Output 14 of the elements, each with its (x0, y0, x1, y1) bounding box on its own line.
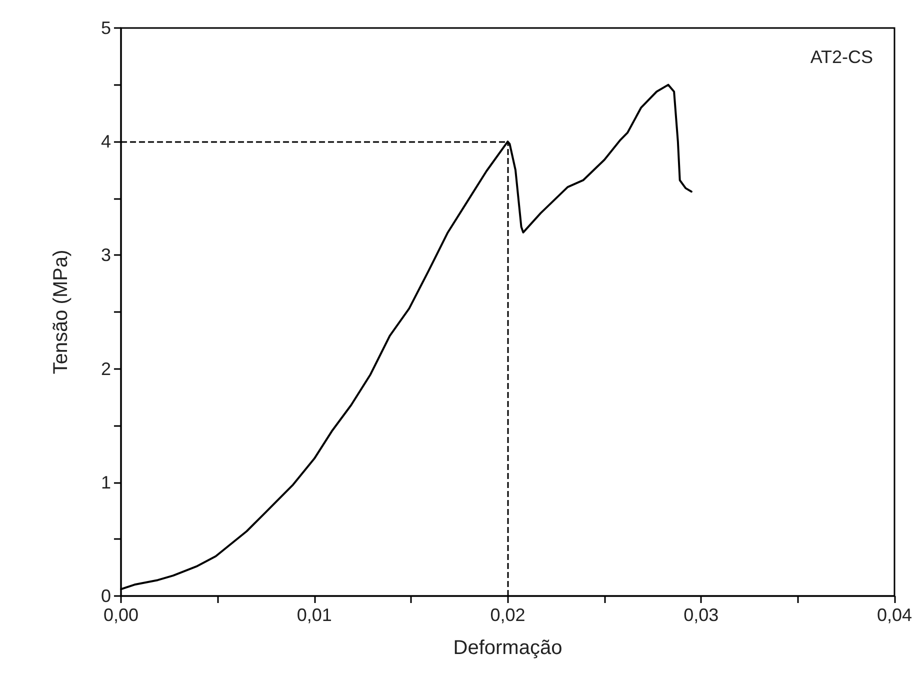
y-tick-label: 1 (100, 472, 111, 492)
y-tick-label: 3 (100, 245, 111, 266)
y-tick-label: 0 (100, 586, 111, 606)
y-tick-label: 5 (100, 18, 111, 38)
x-tick-label: 0,00 (103, 605, 139, 625)
y-tick-label: 4 (100, 132, 111, 152)
y-axis-title: Tensão (MPa) (50, 250, 72, 374)
x-tick-label: 0,04 (876, 605, 912, 625)
x-tick-label: 0,02 (490, 605, 526, 625)
y-tick-label: 2 (100, 358, 111, 379)
annotation: AT2-CS (810, 47, 874, 67)
x-axis-title: Deformação (453, 637, 562, 659)
x-tick-label: 0,03 (684, 605, 719, 625)
x-tick-label: 0,01 (296, 605, 332, 625)
